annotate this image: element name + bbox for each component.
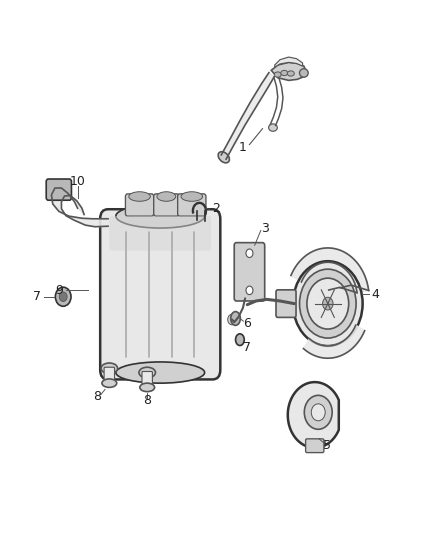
Circle shape bbox=[246, 286, 253, 295]
Text: 7: 7 bbox=[33, 290, 41, 303]
Text: 10: 10 bbox=[70, 175, 85, 188]
Ellipse shape bbox=[140, 383, 155, 392]
Circle shape bbox=[307, 278, 349, 329]
Text: 2: 2 bbox=[212, 201, 220, 215]
Circle shape bbox=[246, 249, 253, 257]
Ellipse shape bbox=[300, 69, 308, 77]
Ellipse shape bbox=[268, 124, 277, 131]
Text: 3: 3 bbox=[261, 222, 269, 235]
Ellipse shape bbox=[102, 379, 117, 387]
FancyBboxPatch shape bbox=[46, 179, 71, 200]
Ellipse shape bbox=[116, 362, 205, 383]
Ellipse shape bbox=[157, 192, 176, 201]
Polygon shape bbox=[275, 57, 303, 67]
Text: 8: 8 bbox=[143, 393, 151, 407]
Text: 7: 7 bbox=[243, 341, 251, 353]
Ellipse shape bbox=[116, 204, 205, 228]
Circle shape bbox=[55, 287, 71, 306]
Circle shape bbox=[59, 292, 67, 302]
Ellipse shape bbox=[281, 70, 288, 76]
FancyBboxPatch shape bbox=[110, 216, 211, 251]
FancyBboxPatch shape bbox=[276, 290, 296, 317]
Ellipse shape bbox=[231, 312, 240, 325]
FancyBboxPatch shape bbox=[125, 194, 154, 216]
Polygon shape bbox=[271, 62, 306, 80]
Polygon shape bbox=[291, 248, 369, 293]
Polygon shape bbox=[51, 188, 108, 227]
Ellipse shape bbox=[287, 71, 294, 76]
Ellipse shape bbox=[181, 192, 202, 201]
Ellipse shape bbox=[218, 152, 230, 163]
Circle shape bbox=[300, 269, 356, 338]
FancyBboxPatch shape bbox=[234, 243, 265, 301]
Polygon shape bbox=[288, 382, 339, 448]
Text: 6: 6 bbox=[244, 317, 251, 330]
FancyBboxPatch shape bbox=[142, 372, 152, 387]
Ellipse shape bbox=[236, 334, 244, 345]
Text: 5: 5 bbox=[323, 439, 331, 452]
Text: 4: 4 bbox=[372, 288, 380, 301]
Text: 1: 1 bbox=[239, 141, 247, 154]
Ellipse shape bbox=[274, 72, 281, 77]
Circle shape bbox=[228, 314, 237, 325]
FancyBboxPatch shape bbox=[154, 194, 179, 216]
Circle shape bbox=[311, 404, 325, 421]
Circle shape bbox=[304, 395, 332, 429]
Circle shape bbox=[293, 261, 363, 346]
Circle shape bbox=[322, 297, 333, 310]
Text: 8: 8 bbox=[93, 390, 101, 403]
Ellipse shape bbox=[129, 192, 150, 201]
FancyBboxPatch shape bbox=[104, 367, 115, 383]
FancyBboxPatch shape bbox=[178, 194, 206, 216]
Ellipse shape bbox=[139, 367, 155, 378]
FancyBboxPatch shape bbox=[306, 439, 324, 453]
Polygon shape bbox=[221, 72, 274, 159]
Ellipse shape bbox=[101, 363, 117, 374]
FancyBboxPatch shape bbox=[100, 209, 220, 379]
Polygon shape bbox=[304, 325, 365, 358]
Text: 9: 9 bbox=[55, 284, 63, 297]
